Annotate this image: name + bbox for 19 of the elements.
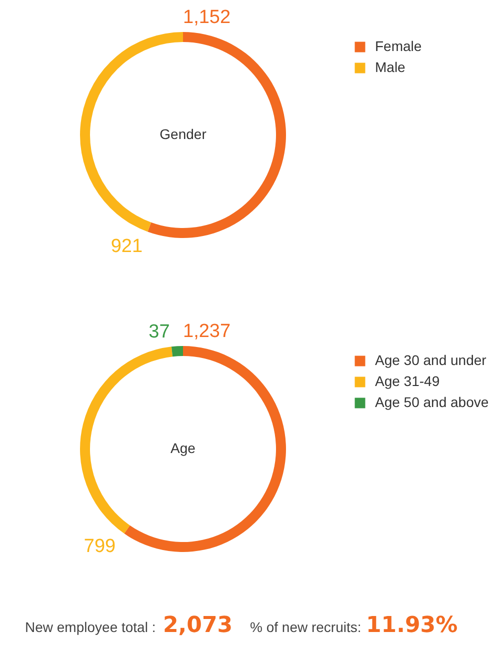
data-label: 37 [148, 322, 170, 343]
text: New employee total : [25, 619, 156, 635]
legend-label: Age 30 and under [375, 352, 487, 368]
data-label: 921 [110, 236, 143, 257]
data-label: 1,237 [183, 321, 231, 342]
legend-label: Female [375, 38, 422, 54]
donut-slice [124, 346, 286, 552]
donut-slice [171, 346, 183, 357]
text: 2,073 [163, 613, 233, 638]
data-label: 1,152 [183, 7, 231, 28]
text: Age [170, 440, 196, 456]
legend-label: Age 31-49 [375, 373, 440, 389]
legend-label: Age 50 and above [375, 394, 489, 410]
text: % of new recruits: [250, 619, 362, 635]
text: 11.93% [366, 613, 458, 638]
legend-label: Male [375, 59, 406, 75]
data-label: 799 [84, 536, 116, 557]
text: Gender [160, 126, 207, 142]
donut-slice [148, 32, 286, 238]
